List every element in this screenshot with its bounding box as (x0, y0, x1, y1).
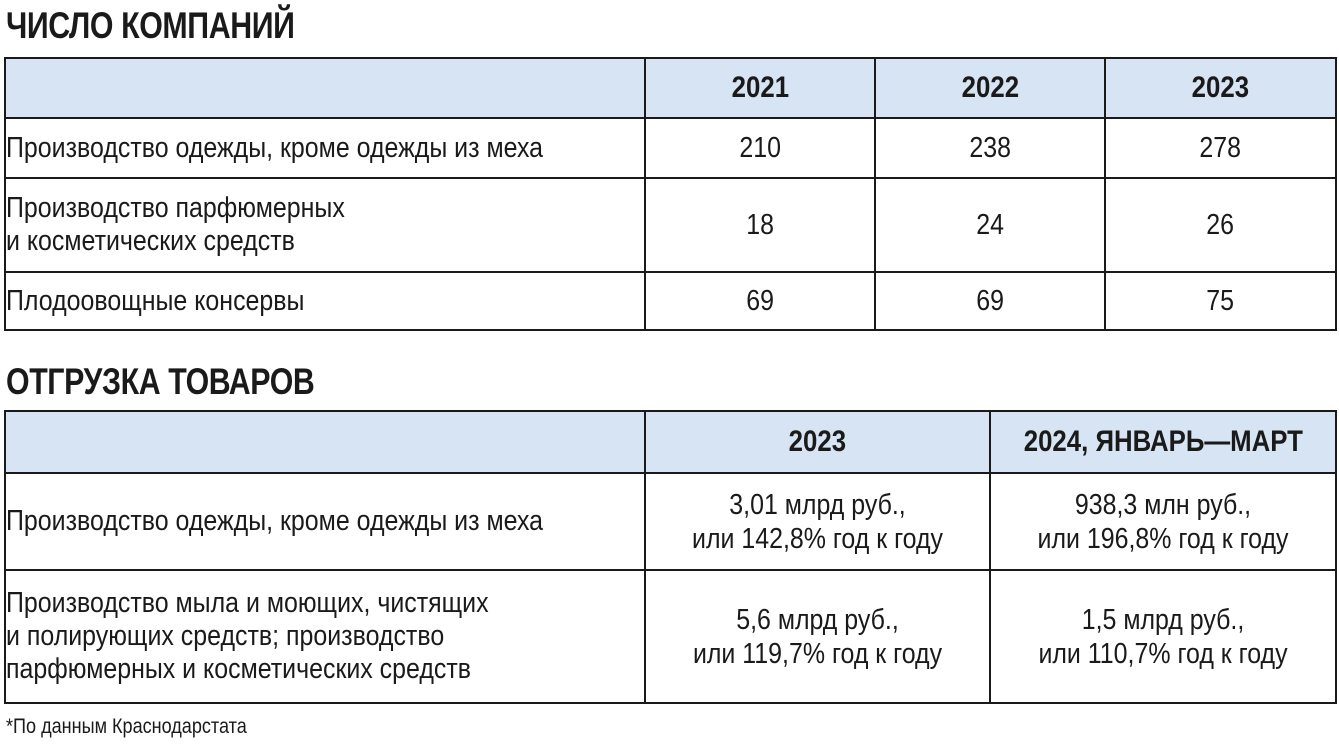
value-cell: 938,3 млн руб., или 196,8% год к году (989, 472, 1337, 571)
value-cell: 1,5 млрд руб., или 110,7% год к году (989, 569, 1337, 704)
table-header-row: 2021 2022 2023 (4, 57, 1337, 119)
value-cell: 69 (644, 271, 876, 331)
footnote: *По данным Краснодарстата (6, 715, 247, 738)
companies-title: ЧИСЛО КОМПАНИЙ (6, 5, 295, 46)
value-cell: 69 (874, 271, 1106, 331)
header-empty-cell (4, 410, 646, 474)
row-label: Производство парфюмерных и косметических… (4, 177, 646, 273)
value-cell: 3,01 млрд руб., или 142,8% год к году (644, 472, 991, 571)
companies-table: 2021 2022 2023 Производство одежды, кром… (4, 57, 1337, 331)
table-row: Производство одежды, кроме одежды из мех… (4, 472, 1337, 571)
shipments-title: ОТГРУЗКА ТОВАРОВ (6, 361, 315, 402)
value-cell: 26 (1104, 177, 1337, 273)
value-cell: 210 (644, 117, 876, 179)
column-header: 2023 (1104, 57, 1337, 119)
row-label: Производство одежды, кроме одежды из мех… (4, 117, 646, 179)
value-cell: 238 (874, 117, 1106, 179)
column-header: 2022 (874, 57, 1106, 119)
column-header: 2024, ЯНВАРЬ—МАРТ (989, 410, 1337, 474)
value-cell: 5,6 млрд руб., или 119,7% год к году (644, 569, 991, 704)
table-row: Производство мыла и моющих, чистящих и п… (4, 569, 1337, 704)
shipments-table: 2023 2024, ЯНВАРЬ—МАРТ Производство одеж… (4, 410, 1337, 704)
header-empty-cell (4, 57, 646, 119)
table-row: Производство парфюмерных и косметических… (4, 177, 1337, 273)
table-header-row: 2023 2024, ЯНВАРЬ—МАРТ (4, 410, 1337, 474)
row-label: Плодоовощные консервы (4, 271, 646, 331)
value-cell: 278 (1104, 117, 1337, 179)
row-label: Производство одежды, кроме одежды из мех… (4, 472, 646, 571)
table-row: Производство одежды, кроме одежды из мех… (4, 117, 1337, 179)
column-header: 2021 (644, 57, 876, 119)
row-label: Производство мыла и моющих, чистящих и п… (4, 569, 646, 704)
value-cell: 18 (644, 177, 876, 273)
table-row: Плодоовощные консервы 69 69 75 (4, 271, 1337, 331)
value-cell: 75 (1104, 271, 1337, 331)
value-cell: 24 (874, 177, 1106, 273)
column-header: 2023 (644, 410, 991, 474)
